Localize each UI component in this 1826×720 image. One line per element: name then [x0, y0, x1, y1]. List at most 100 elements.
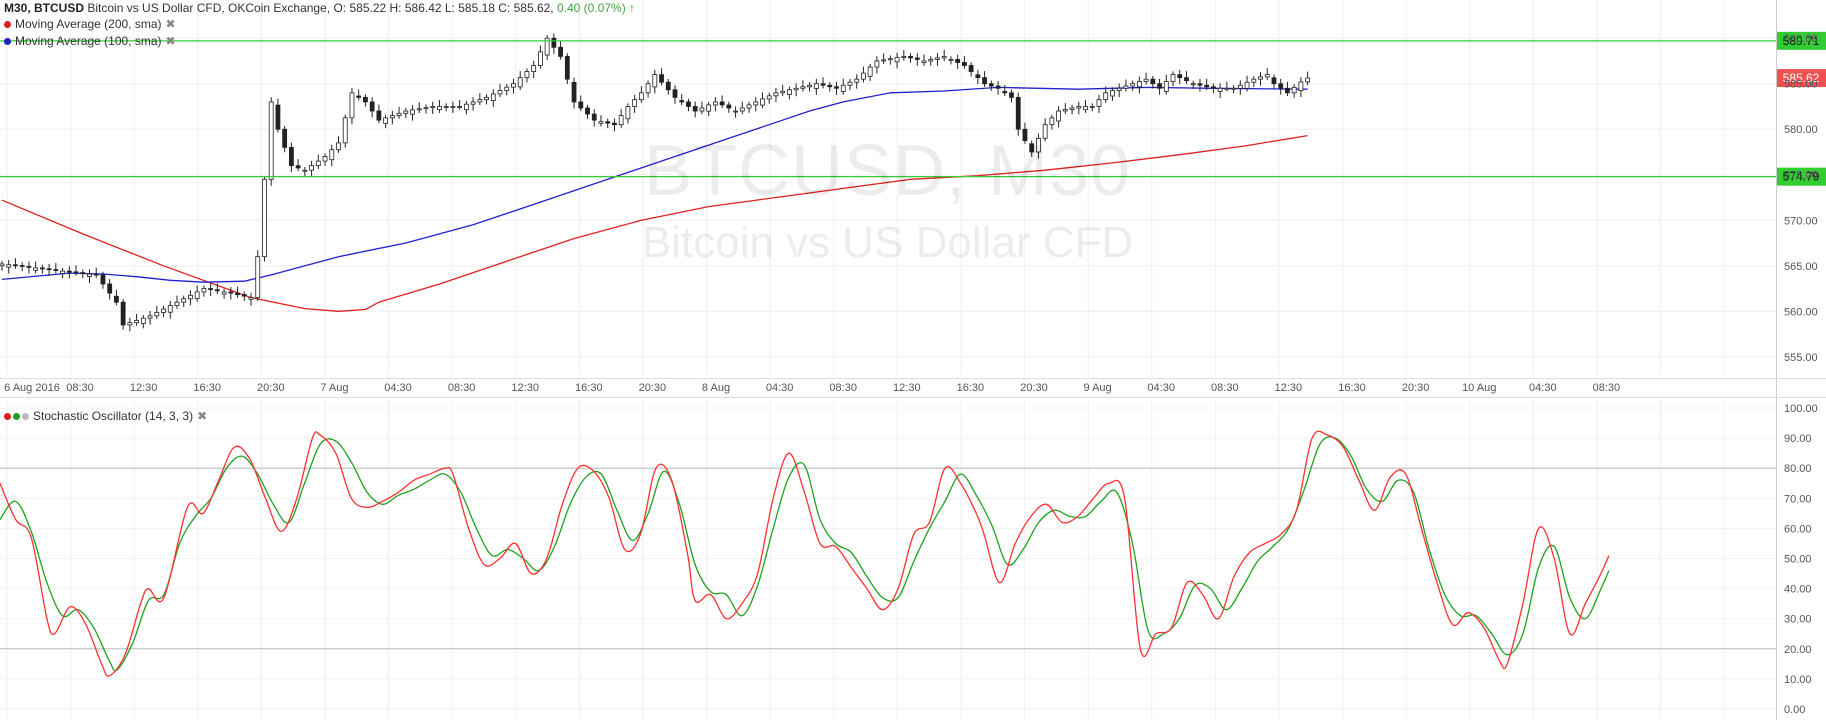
candle-body	[174, 301, 180, 306]
candle-body	[484, 96, 489, 101]
horizontal-lines: 589.71 574.79 585.62	[0, 31, 1826, 186]
candle-body	[1110, 90, 1115, 97]
candle-body	[430, 106, 436, 109]
candle	[813, 78, 819, 95]
candle	[780, 84, 786, 97]
candle	[107, 279, 113, 300]
candle-body	[1217, 87, 1223, 92]
candle	[336, 136, 341, 153]
candle	[665, 79, 671, 95]
candle	[221, 288, 227, 299]
y-tick-label: 555.00	[1784, 352, 1818, 364]
candle	[652, 69, 658, 94]
candle-body	[167, 305, 173, 313]
candle-body	[712, 101, 718, 106]
candle	[544, 35, 550, 60]
candle-body	[1069, 107, 1075, 110]
candle-body	[194, 291, 200, 299]
candle	[208, 283, 214, 297]
candle-body	[800, 86, 806, 89]
close-icon[interactable]: ✖	[197, 409, 208, 423]
candle-body	[1298, 81, 1304, 91]
candle	[1136, 76, 1142, 94]
candle-body	[1291, 86, 1297, 94]
candle-body	[1096, 99, 1102, 107]
y-tick-label: 70.00	[1784, 493, 1812, 505]
candle	[1224, 81, 1230, 92]
candle	[511, 78, 516, 94]
candle	[1170, 71, 1176, 87]
x-tick-label: 04:30	[384, 382, 412, 394]
candle	[0, 260, 5, 271]
legend-ma100[interactable]: Moving Average (100, sma) ✖	[4, 33, 176, 49]
candle-body	[1271, 77, 1277, 85]
candle	[349, 87, 355, 125]
candle	[389, 110, 395, 125]
candle	[497, 84, 503, 98]
candle-body	[1143, 78, 1149, 82]
candle	[793, 83, 799, 97]
candle	[551, 33, 557, 54]
candle-body	[605, 121, 611, 124]
candle-body	[867, 66, 873, 77]
candle	[659, 68, 664, 86]
legend-stochastic-label: Stochastic Oscillator (14, 3, 3)	[33, 409, 194, 423]
candle-body	[295, 165, 301, 169]
candle	[134, 313, 140, 326]
close-icon[interactable]: ✖	[165, 34, 176, 48]
y-tick-label: 90.00	[1784, 433, 1812, 445]
candle-body	[443, 106, 449, 108]
candle-body	[531, 65, 537, 72]
y-tick-label: 590.00	[1784, 33, 1818, 45]
candle	[1211, 83, 1216, 94]
candle-body	[1015, 96, 1021, 130]
candle-body	[127, 322, 133, 326]
candle-body	[93, 273, 99, 276]
candle-body	[1056, 110, 1062, 122]
y-tick-label: 0.00	[1784, 704, 1805, 716]
legend-ma200[interactable]: Moving Average (200, sma) ✖	[4, 16, 176, 32]
candle-body	[140, 317, 146, 324]
candle-body	[53, 269, 59, 271]
candle	[383, 114, 389, 129]
candle	[773, 87, 779, 103]
candle	[733, 106, 738, 118]
candle	[706, 101, 712, 117]
candle	[33, 261, 39, 274]
x-tick-label: 04:30	[1147, 382, 1175, 394]
candle-body	[1083, 106, 1088, 111]
candle-body	[585, 107, 590, 115]
candle-body	[881, 59, 887, 62]
candle	[1083, 100, 1088, 113]
candle-body	[1285, 87, 1290, 94]
close-icon[interactable]: ✖	[165, 17, 176, 31]
candle	[26, 261, 32, 274]
candle-body	[309, 165, 314, 171]
candle	[60, 267, 65, 279]
candle	[66, 266, 72, 279]
candle-body	[612, 122, 617, 126]
candle	[598, 115, 604, 127]
candle	[1022, 122, 1028, 144]
candle	[618, 109, 624, 128]
candle-body	[840, 84, 846, 92]
candle-body	[625, 106, 631, 120]
candle-body	[1244, 81, 1250, 89]
candle	[787, 86, 792, 100]
candle-body	[463, 103, 469, 111]
candle-body	[544, 37, 550, 56]
hline-tag	[1777, 167, 1826, 186]
candle-body	[235, 292, 240, 295]
candle	[1036, 133, 1041, 159]
y-tick-label: 30.00	[1784, 614, 1812, 626]
candle	[1110, 87, 1115, 101]
candle-body	[248, 297, 254, 300]
candle	[820, 77, 826, 89]
candle	[538, 45, 543, 69]
candle-body	[638, 92, 644, 101]
candle-body	[914, 57, 920, 60]
candle	[605, 118, 611, 128]
candle-body	[66, 270, 72, 273]
candle	[834, 81, 839, 95]
legend-stochastic[interactable]: Stochastic Oscillator (14, 3, 3) ✖	[4, 408, 207, 424]
